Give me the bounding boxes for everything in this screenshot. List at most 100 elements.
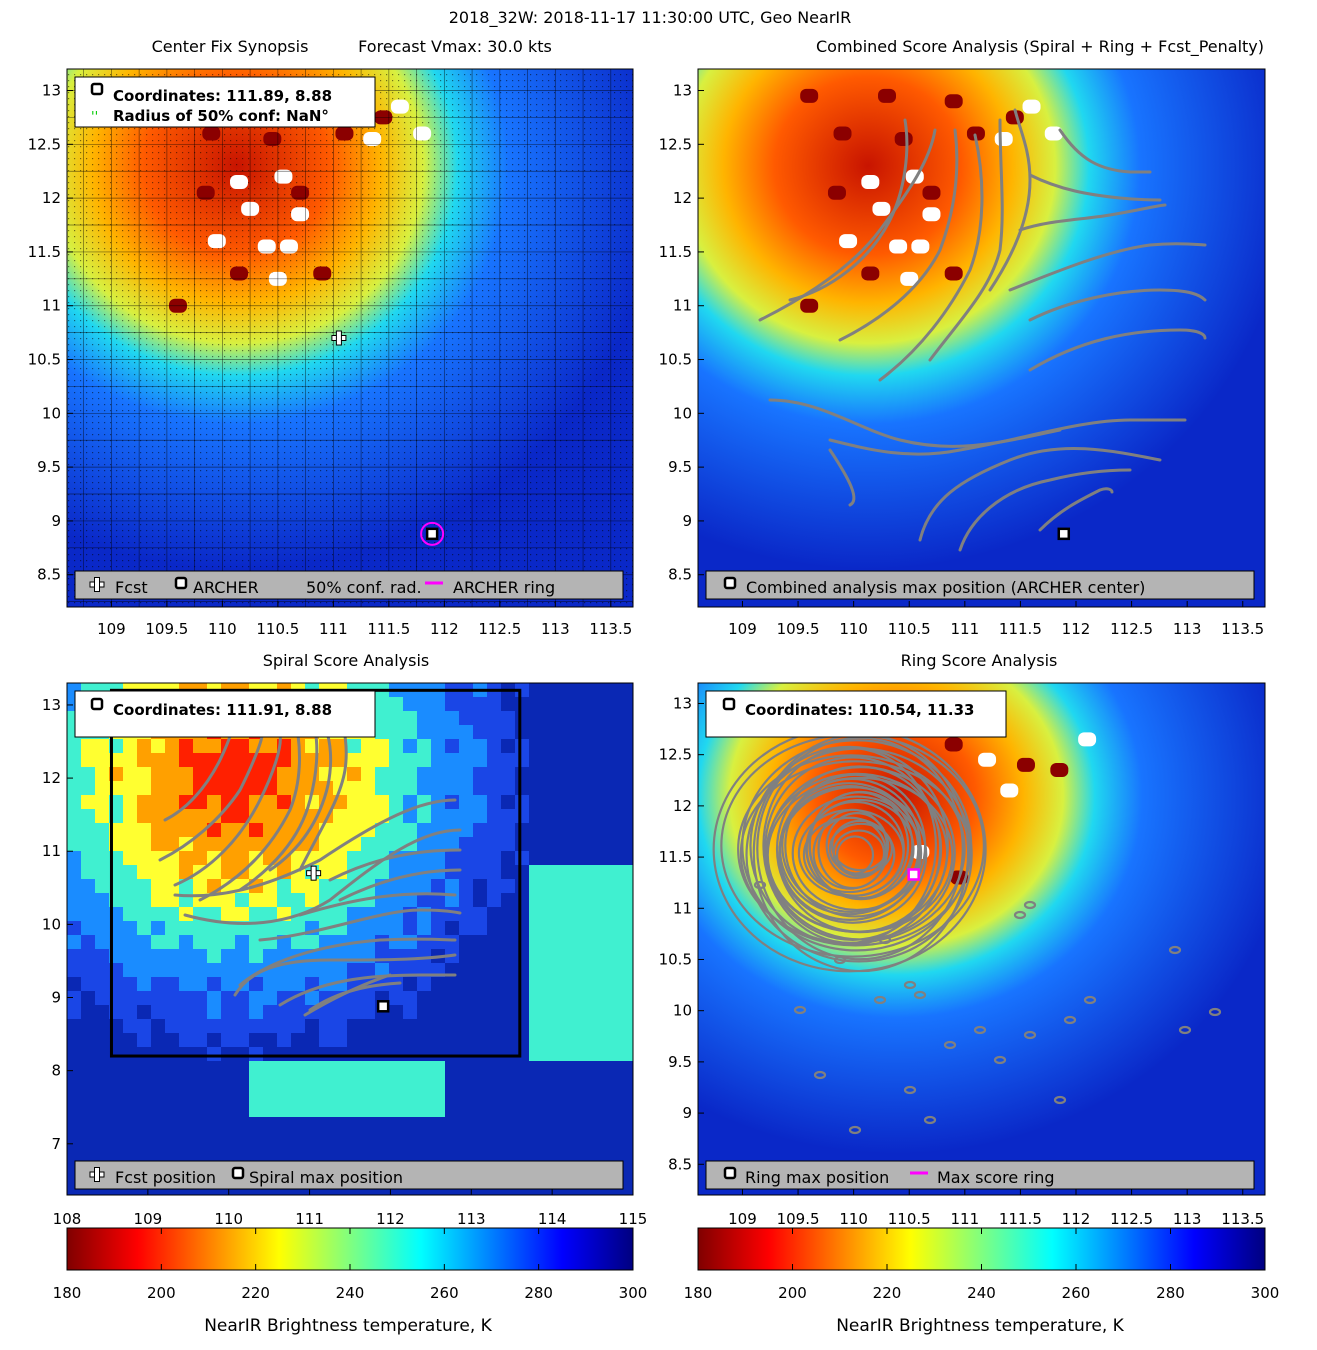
pixel-cell bbox=[431, 809, 445, 823]
colorbar-right: 180 200 220 240 260 280 300 NearIR Brightness … bbox=[684, 1227, 1279, 1336]
pixel-cell bbox=[249, 837, 263, 851]
pixel-cell bbox=[571, 1005, 585, 1019]
pixel-cell bbox=[403, 1131, 417, 1145]
pixel-cell bbox=[529, 893, 543, 907]
pixel-cell bbox=[193, 1089, 207, 1103]
pixel-cell bbox=[599, 1103, 613, 1117]
pixel-cell bbox=[193, 851, 207, 865]
pixel-cell bbox=[67, 907, 81, 921]
pixel-cell bbox=[137, 879, 151, 893]
pixel-cell bbox=[137, 1033, 151, 1047]
pixel-cell bbox=[193, 823, 207, 837]
pixel-cell bbox=[179, 1117, 193, 1131]
pixel-cell bbox=[459, 1033, 473, 1047]
y-tick-label: 10 bbox=[673, 1002, 692, 1020]
pixel-cell bbox=[67, 949, 81, 963]
pixel-cell bbox=[585, 1019, 599, 1033]
pixel-cell bbox=[571, 1019, 585, 1033]
pixel-cell bbox=[585, 711, 599, 725]
pixel-cell bbox=[431, 1005, 445, 1019]
pixel-cell bbox=[249, 1117, 263, 1131]
cloud-cell bbox=[911, 239, 930, 254]
y-tick-label: 10 bbox=[673, 404, 692, 422]
pixel-cell bbox=[95, 1187, 109, 1195]
y-tick-label: 10.5 bbox=[659, 351, 692, 369]
pixel-cell bbox=[389, 781, 403, 795]
pixel-cell bbox=[389, 1033, 403, 1047]
spiral-legend-bar bbox=[74, 1160, 624, 1190]
pixel-cell bbox=[557, 1145, 571, 1159]
pixel-cell bbox=[487, 1131, 501, 1145]
pixel-cell bbox=[277, 753, 291, 767]
pixel-cell bbox=[375, 1047, 389, 1061]
y-tick-label: 12 bbox=[673, 797, 692, 815]
ring-contour bbox=[741, 739, 973, 952]
pixel-cell bbox=[515, 1089, 529, 1103]
pixel-cell bbox=[165, 1103, 179, 1117]
pixel-cell bbox=[445, 1075, 459, 1089]
spiral-contour bbox=[788, 118, 909, 302]
pixel-cell bbox=[529, 809, 543, 823]
pixel-cell bbox=[235, 1033, 249, 1047]
pixel-cell bbox=[627, 1187, 633, 1195]
pixel-cell bbox=[459, 1145, 473, 1159]
pixel-cell bbox=[263, 921, 277, 935]
pixel-cell bbox=[235, 753, 249, 767]
pixel-cell bbox=[445, 837, 459, 851]
pixel-cell bbox=[613, 977, 627, 991]
pixel-cell bbox=[557, 991, 571, 1005]
pixel-cell bbox=[333, 809, 347, 823]
pixel-cell bbox=[473, 907, 487, 921]
pixel-cell bbox=[543, 767, 557, 781]
pixel-cell bbox=[221, 767, 235, 781]
pixel-cell bbox=[403, 1061, 417, 1075]
pixel-cell bbox=[347, 921, 361, 935]
pixel-cell bbox=[403, 977, 417, 991]
pixel-cell bbox=[571, 781, 585, 795]
pixel-cell bbox=[151, 739, 165, 753]
pixel-cell bbox=[473, 795, 487, 809]
pixel-cell bbox=[473, 879, 487, 893]
pixel-cell bbox=[571, 963, 585, 977]
pixel-cell bbox=[123, 1103, 137, 1117]
pixel-cell bbox=[249, 1075, 263, 1089]
pixel-cell bbox=[431, 837, 445, 851]
pixel-cell bbox=[249, 1033, 263, 1047]
pixel-cell bbox=[123, 1145, 137, 1159]
pixel-cell bbox=[571, 1089, 585, 1103]
pixel-cell bbox=[137, 795, 151, 809]
cloud-cell bbox=[872, 201, 891, 216]
pixel-cell bbox=[403, 1047, 417, 1061]
pixel-cell bbox=[361, 1089, 375, 1103]
pixel-cell bbox=[319, 1089, 333, 1103]
colorbar-tick-label: 200 bbox=[147, 1284, 176, 1302]
pixel-cell bbox=[137, 1145, 151, 1159]
pixel-cell bbox=[319, 1019, 333, 1033]
spiral-contour bbox=[298, 892, 457, 917]
cloud-cell bbox=[413, 126, 432, 141]
pixel-cell bbox=[305, 1089, 319, 1103]
pixel-cell bbox=[627, 1047, 633, 1061]
pixel-cell bbox=[599, 893, 613, 907]
pixel-cell bbox=[305, 893, 319, 907]
pixel-cell bbox=[599, 1005, 613, 1019]
pixel-cell bbox=[305, 991, 319, 1005]
pixel-cell bbox=[137, 991, 151, 1005]
pixel-cell bbox=[543, 781, 557, 795]
pixel-cell bbox=[613, 809, 627, 823]
cloud-cell bbox=[922, 185, 941, 200]
pixel-cell bbox=[417, 1145, 431, 1159]
pixel-cell bbox=[501, 1145, 515, 1159]
pixel-cell bbox=[291, 1117, 305, 1131]
pixel-cell bbox=[333, 1117, 347, 1131]
pixel-cell bbox=[123, 935, 137, 949]
pixel-cell bbox=[501, 1005, 515, 1019]
pixel-cell bbox=[81, 907, 95, 921]
pixel-cell bbox=[627, 935, 633, 949]
pixel-cell bbox=[473, 753, 487, 767]
pixel-cell bbox=[459, 879, 473, 893]
pixel-cell bbox=[235, 837, 249, 851]
pixel-cell bbox=[515, 991, 529, 1005]
pixel-cell bbox=[95, 851, 109, 865]
pixel-cell bbox=[599, 823, 613, 837]
